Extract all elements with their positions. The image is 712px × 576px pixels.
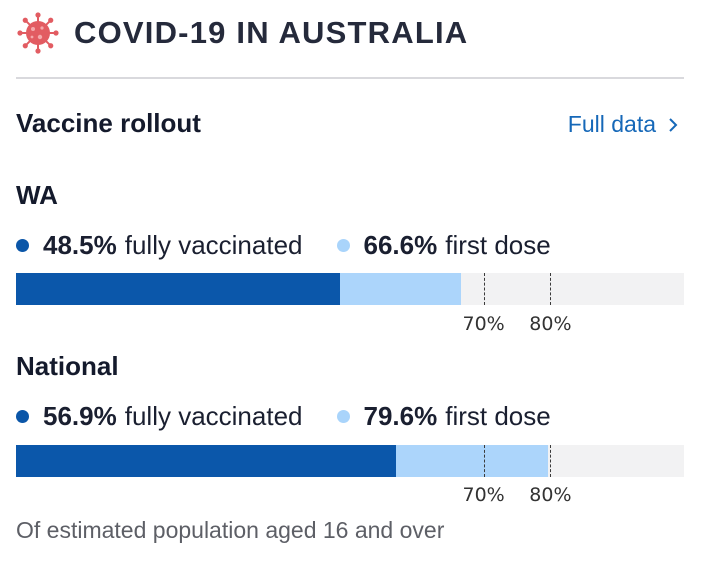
header-divider <box>16 77 684 79</box>
fully-vaccinated-label: fully vaccinated <box>124 401 303 431</box>
legend-national: 56.9% fully vaccinated 79.6% first dose <box>16 401 551 432</box>
progress-bar-national <box>16 445 684 477</box>
page-title: COVID-19 IN AUSTRALIA <box>74 15 469 50</box>
fully-vaccinated-label: fully vaccinated <box>124 230 303 260</box>
legend-wa: 48.5% fully vaccinated 66.6% first dose <box>16 230 551 261</box>
target-marker-70 <box>483 273 485 305</box>
section-title: Vaccine rollout <box>16 108 201 138</box>
target-marker-80 <box>550 445 552 477</box>
full-data-link[interactable]: Full data <box>568 111 678 138</box>
target-label-70: 70% <box>462 484 505 506</box>
fully-vaccinated-value: 48.5% <box>43 230 117 260</box>
first-dose-dot <box>336 410 350 423</box>
full-data-label: Full data <box>567 111 656 137</box>
first-dose-dot <box>336 239 350 252</box>
fully-vaccinated-dot <box>16 410 29 423</box>
progress-bar-wa <box>16 273 684 305</box>
first-dose-label: first dose <box>445 230 551 260</box>
fully-vaccinated-dot <box>16 239 29 252</box>
target-label-80: 80% <box>529 313 572 335</box>
target-marker-70 <box>483 445 485 477</box>
fully-vaccinated-fill <box>16 273 340 305</box>
target-label-70: 70% <box>462 313 505 335</box>
footnote: Of estimated population aged 16 and over <box>16 517 445 543</box>
fully-vaccinated-value: 56.9% <box>43 401 117 431</box>
chevron-right-icon <box>669 117 678 132</box>
header: COVID-19 IN AUSTRALIA <box>16 10 684 56</box>
target-marker-80 <box>550 273 552 305</box>
first-dose-label: first dose <box>445 401 551 431</box>
target-label-80: 80% <box>529 484 572 506</box>
region-title-wa: WA <box>16 180 58 210</box>
region-title-national: National <box>16 351 119 381</box>
virus-icon <box>17 12 59 54</box>
fully-vaccinated-fill <box>16 445 397 477</box>
first-dose-value: 66.6% <box>363 230 438 260</box>
first-dose-value: 79.6% <box>363 401 438 431</box>
